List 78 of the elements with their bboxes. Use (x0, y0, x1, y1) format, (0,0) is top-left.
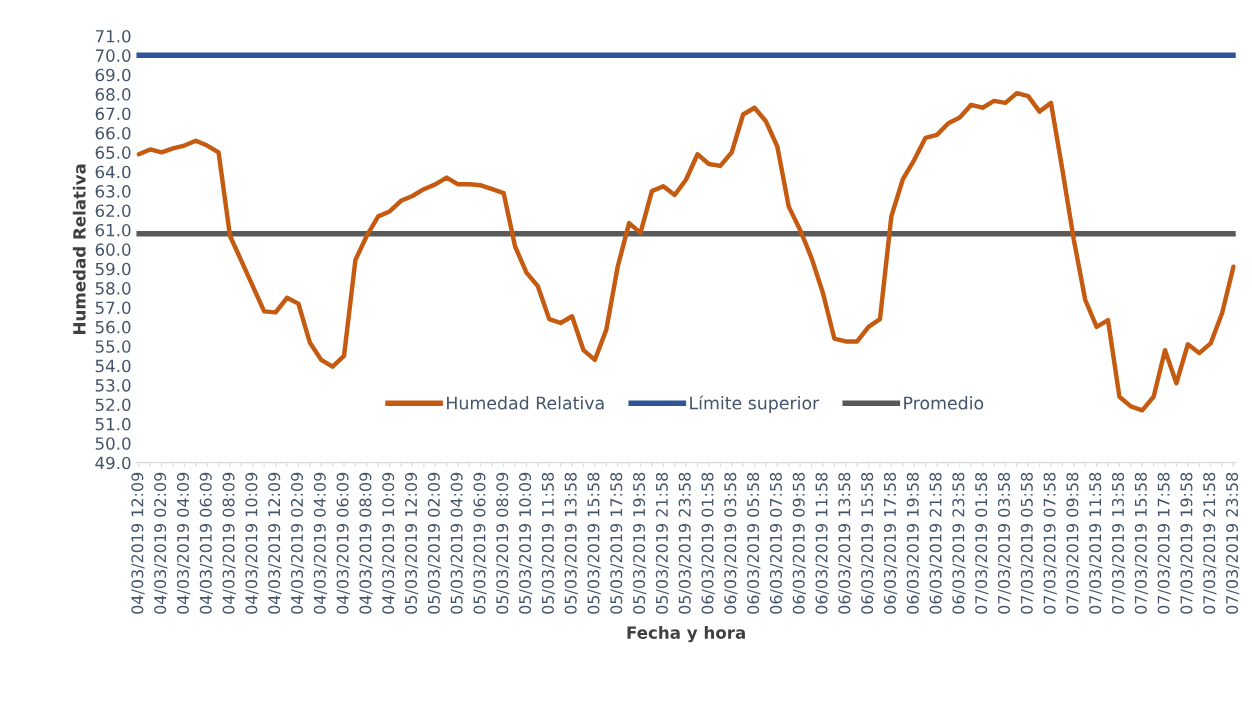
x-tick-label: 05/03/2019 15:58 (587, 472, 601, 614)
x-tick-label: 07/03/2019 13:58 (1111, 472, 1126, 614)
x-tick-label: 06/03/2019 07:58 (769, 472, 784, 614)
x-tick-label: 07/03/2019 19:58 (1180, 472, 1194, 614)
line-series (136, 90, 1236, 413)
x-tick-label: 06/03/2019 05:58 (747, 472, 761, 614)
legend-label: Promedio (904, 396, 984, 410)
y-tick-label: 50.0 (95, 437, 131, 450)
x-axis-title: Fecha y hora (627, 625, 745, 643)
y-tick-label: 56.0 (95, 320, 131, 334)
x-tick-label: 04/03/2019 02:09 (290, 472, 305, 614)
y-tick-label: 70.0 (95, 49, 131, 62)
y-tick-label: 54.0 (95, 359, 131, 373)
y-tick-label: 67.0 (95, 107, 131, 121)
x-tick-label: 07/03/2019 05:58 (1020, 472, 1035, 614)
x-tick-label: 04/03/2019 10:09 (245, 472, 259, 614)
y-tick-label: 61.0 (95, 223, 131, 237)
y-tick-label: 63.0 (95, 185, 131, 198)
y-tick-label: 52.0 (95, 398, 131, 412)
legend-label: Humedad Relativa (447, 396, 604, 410)
x-tick-label: 06/03/2019 23:58 (952, 472, 966, 614)
x-tick-label: 07/03/2019 11:58 (1089, 472, 1103, 614)
x-tick-label: 07/03/2019 03:58 (997, 472, 1012, 614)
y-tick-label: 59.0 (95, 262, 131, 276)
x-tick-label: 07/03/2019 15:58 (1134, 472, 1149, 614)
x-tick-label: 05/03/2019 04:09 (450, 472, 464, 614)
y-tick-label: 57.0 (95, 301, 131, 315)
x-tick-label: 05/03/2019 21:58 (655, 472, 670, 614)
x-tick-label: 04/03/2019 06:09 (336, 472, 350, 614)
y-tick-label: 58.0 (95, 282, 131, 295)
x-tick-label: 05/03/2019 02:09 (427, 472, 442, 614)
x-tick-label: 04/03/2019 04:09 (313, 472, 328, 614)
y-tick-label: 62.0 (95, 204, 131, 218)
x-tick-label: 07/03/2019 09:58 (1066, 472, 1080, 614)
x-tick-label: 05/03/2019 08:09 (496, 472, 510, 614)
x-tick-label: 05/03/2019 13:58 (564, 472, 578, 614)
x-tick-label: 06/03/2019 13:58 (838, 472, 852, 614)
y-tick-label: 51.0 (95, 417, 131, 431)
x-tick-label: 06/03/2019 03:58 (724, 472, 738, 614)
x-tick-label: 05/03/2019 06:09 (473, 472, 487, 614)
x-tick-label: 06/03/2019 19:58 (906, 472, 921, 614)
x-tick-label: 04/03/2019 04:09 (176, 472, 191, 614)
x-tick-label: 04/03/2019 02:09 (154, 472, 168, 614)
x-tick-label: 05/03/2019 17:58 (610, 472, 624, 614)
x-tick-label: 06/03/2019 15:58 (861, 472, 875, 614)
x-tick-label: 04/03/2019 08:09 (222, 472, 236, 614)
y-tick-label: 66.0 (95, 126, 131, 140)
x-tick-label: 05/03/2019 19:58 (633, 472, 647, 614)
y-tick-label: 64.0 (95, 165, 131, 179)
x-tick-label: 07/03/2019 01:58 (975, 472, 989, 614)
x-tick-label: 06/03/2019 01:58 (701, 472, 715, 614)
y-tick-label: 71.0 (95, 29, 131, 43)
y-tick-label: 55.0 (95, 340, 131, 353)
x-tick-label: 07/03/2019 17:58 (1157, 472, 1171, 614)
x-tick-label: 06/03/2019 17:58 (883, 472, 898, 614)
x-tick-label: 04/03/2019 10:09 (382, 472, 396, 614)
x-tick-label: 06/03/2019 21:58 (929, 472, 943, 614)
y-tick-label: 65.0 (95, 146, 131, 159)
x-tick-label: 06/03/2019 09:58 (792, 472, 807, 614)
x-tick-label: 04/03/2019 12:09 (268, 472, 282, 614)
x-tick-label: 05/03/2019 23:58 (678, 472, 692, 614)
x-tick-label: 07/03/2019 23:58 (1226, 472, 1240, 614)
x-tick-label: 04/03/2019 08:09 (359, 472, 373, 614)
y-tick-label: 68.0 (95, 88, 131, 101)
x-tick-label: 05/03/2019 11:58 (541, 472, 556, 614)
x-tick-label: 04/03/2019 06:09 (199, 472, 214, 614)
y-tick-label: 69.0 (95, 68, 131, 82)
y-tick-label: 49.0 (95, 456, 131, 470)
x-tick-label: 04/03/2019 12:09 (131, 472, 145, 614)
y-tick-label: 53.0 (95, 379, 131, 392)
x-tick-label: 05/03/2019 10:09 (519, 472, 533, 614)
legend-label: Límite superior (690, 395, 820, 413)
x-tick-label: 07/03/2019 07:58 (1043, 472, 1057, 614)
x-tick-label: 06/03/2019 11:58 (815, 472, 829, 614)
y-axis-title: Humedad Relativa (72, 164, 86, 334)
y-tick-label: 60.0 (95, 243, 131, 256)
x-tick-label: 05/03/2019 12:09 (404, 472, 419, 614)
x-tick-label: 07/03/2019 21:58 (1203, 472, 1217, 614)
